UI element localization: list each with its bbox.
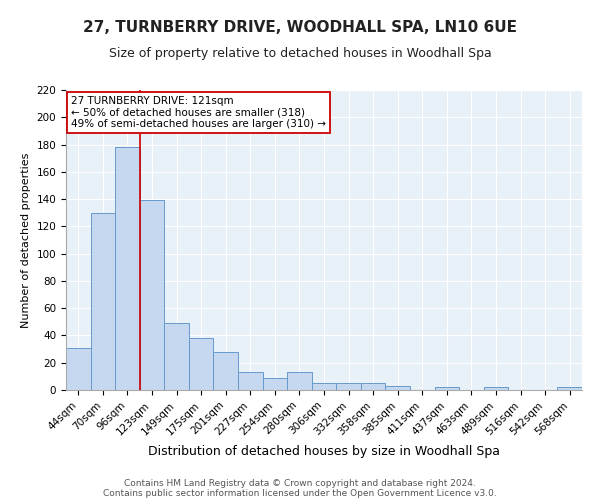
Text: Contains public sector information licensed under the Open Government Licence v3: Contains public sector information licen… — [103, 488, 497, 498]
Bar — [91, 212, 115, 390]
Text: 27 TURNBERRY DRIVE: 121sqm
← 50% of detached houses are smaller (318)
49% of sem: 27 TURNBERRY DRIVE: 121sqm ← 50% of deta… — [71, 96, 326, 129]
Bar — [164, 323, 189, 390]
Bar — [189, 338, 214, 390]
Bar — [263, 378, 287, 390]
Bar — [484, 388, 508, 390]
Bar — [214, 352, 238, 390]
Bar — [115, 148, 140, 390]
Bar — [434, 388, 459, 390]
Bar — [312, 383, 336, 390]
Text: Size of property relative to detached houses in Woodhall Spa: Size of property relative to detached ho… — [109, 48, 491, 60]
Bar — [361, 383, 385, 390]
Text: 27, TURNBERRY DRIVE, WOODHALL SPA, LN10 6UE: 27, TURNBERRY DRIVE, WOODHALL SPA, LN10 … — [83, 20, 517, 35]
X-axis label: Distribution of detached houses by size in Woodhall Spa: Distribution of detached houses by size … — [148, 445, 500, 458]
Bar — [66, 348, 91, 390]
Bar — [557, 388, 582, 390]
Bar — [287, 372, 312, 390]
Bar — [238, 372, 263, 390]
Bar — [385, 386, 410, 390]
Text: Contains HM Land Registry data © Crown copyright and database right 2024.: Contains HM Land Registry data © Crown c… — [124, 478, 476, 488]
Y-axis label: Number of detached properties: Number of detached properties — [21, 152, 31, 328]
Bar — [336, 383, 361, 390]
Bar — [140, 200, 164, 390]
